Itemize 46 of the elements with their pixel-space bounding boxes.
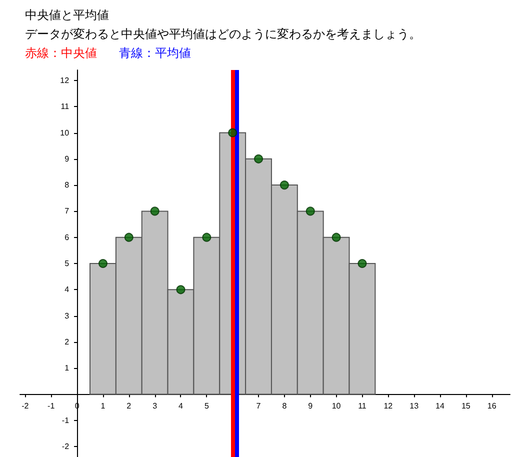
x-tick-label: 8	[282, 402, 288, 411]
x-tick-label: 13	[410, 402, 420, 411]
point	[202, 232, 212, 242]
y-tick-label: 11	[60, 102, 70, 112]
y-tick-label: -1	[62, 416, 70, 425]
y-tick-label: 9	[64, 154, 70, 164]
point	[254, 154, 264, 164]
x-tick-label: 1	[100, 402, 106, 411]
point	[150, 206, 160, 216]
point	[228, 128, 238, 138]
x-tick-label: 9	[308, 402, 314, 411]
point	[332, 232, 341, 242]
x-tick-label: 5	[204, 402, 210, 411]
y-tick-label: -2	[62, 442, 70, 452]
point	[176, 285, 186, 294]
x-tick-label: 7	[256, 402, 262, 411]
point	[280, 180, 289, 190]
y-tick-label: 3	[64, 311, 70, 320]
point	[98, 259, 108, 268]
ref-line-label: 青線：平均値	[119, 46, 191, 60]
y-tick-label: 8	[64, 180, 70, 190]
y-tick-label: 12	[60, 76, 70, 85]
y-tick-label: 4	[64, 285, 70, 294]
x-tick-label: 3	[152, 402, 158, 411]
x-tick-label: -1	[48, 402, 56, 411]
point	[358, 259, 367, 268]
x-tick-label: -2	[22, 402, 30, 411]
ref-line-label: 赤線：中央値	[25, 46, 97, 60]
point	[306, 206, 315, 216]
y-tick-label: 10	[60, 128, 70, 138]
chart-subtitle: データが変わると中央値や平均値はどのように変わるかを考えましょう。	[25, 26, 421, 43]
x-tick-label: 14	[436, 402, 445, 411]
x-tick-label: 10	[332, 402, 342, 411]
point	[124, 232, 134, 242]
x-tick-label: 16	[487, 402, 497, 411]
x-tick-label: 12	[384, 402, 394, 411]
y-tick-label: 6	[64, 232, 70, 242]
x-tick-label: 4	[178, 402, 184, 411]
y-tick-label: 1	[64, 364, 70, 373]
x-tick-label: 15	[461, 402, 471, 411]
y-tick-label: 5	[64, 259, 70, 268]
x-tick-label: 11	[358, 402, 367, 411]
x-tick-label: 2	[126, 402, 132, 411]
y-tick-label: 7	[64, 206, 70, 216]
y-tick-label: 2	[64, 337, 70, 346]
chart-title: 中央値と平均値	[25, 7, 110, 24]
